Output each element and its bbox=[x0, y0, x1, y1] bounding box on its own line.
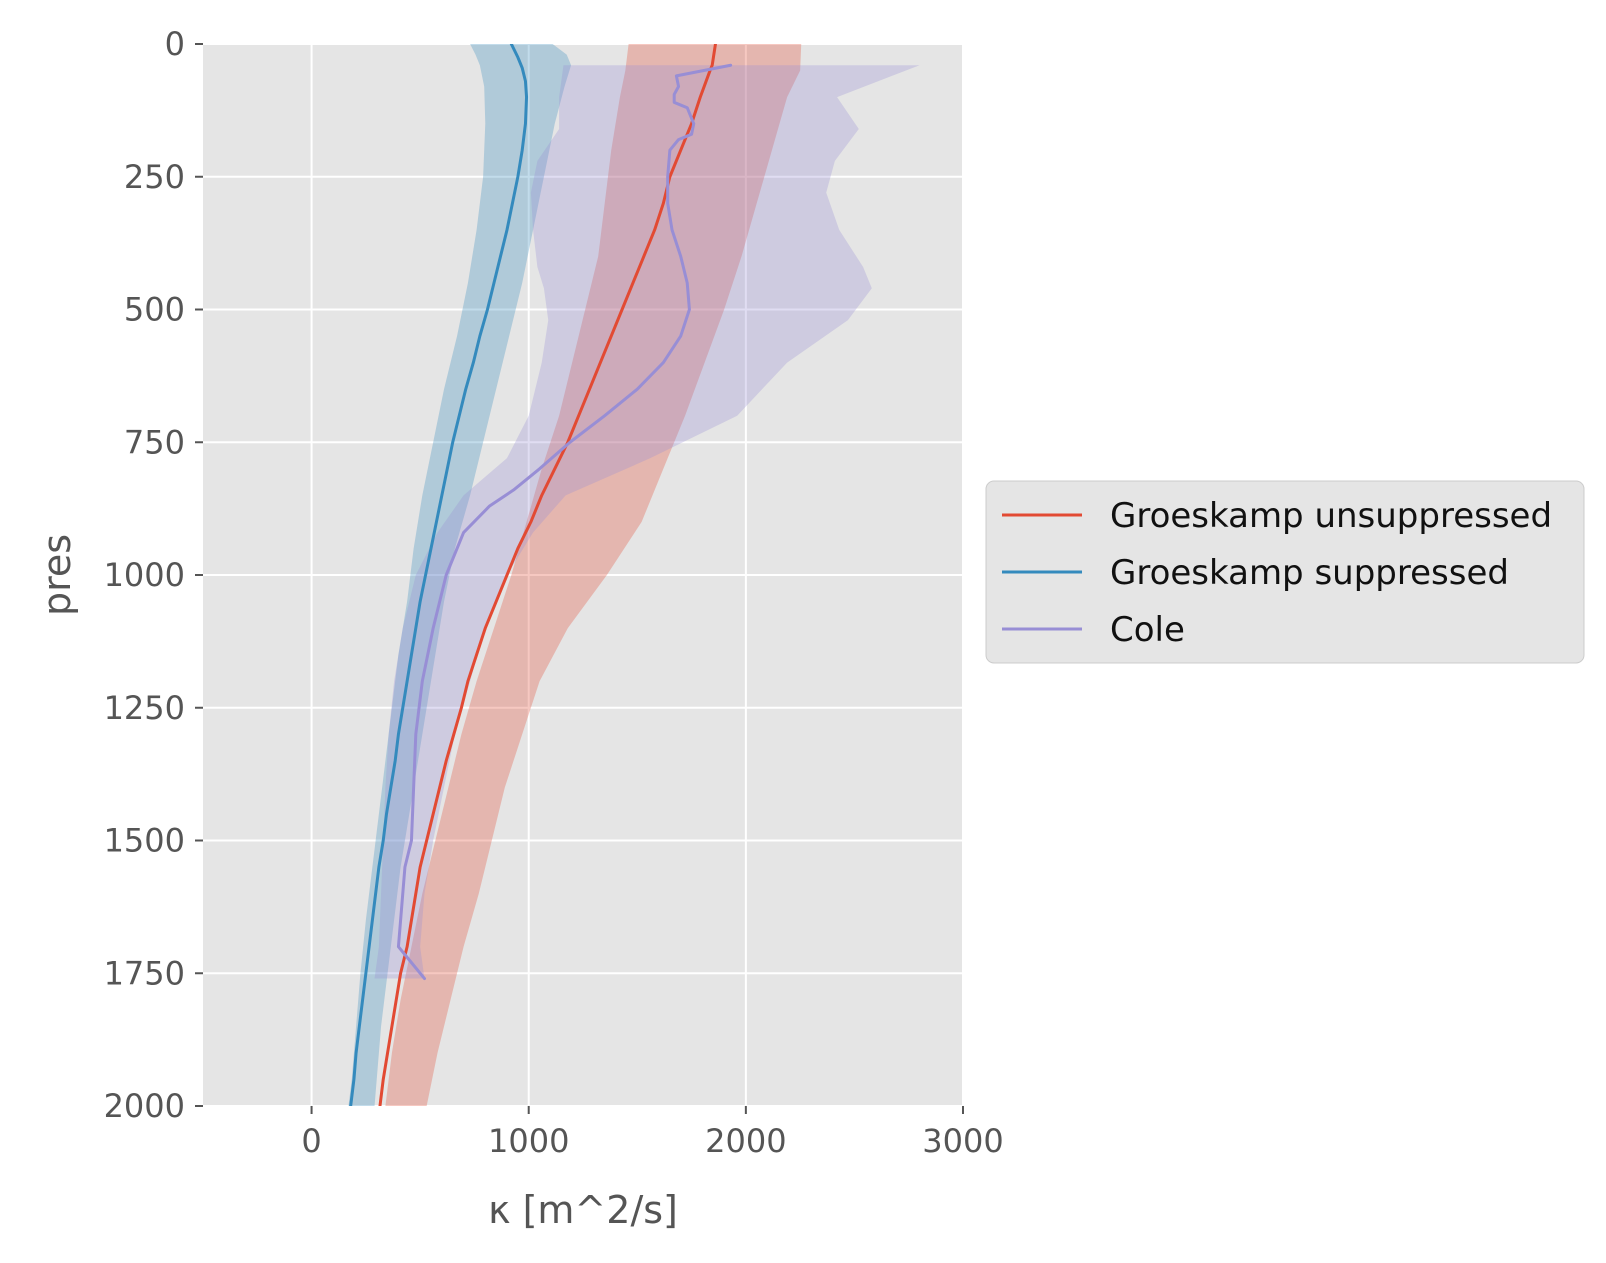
x-tick-label: 2000 bbox=[705, 1122, 786, 1160]
y-tick-label: 500 bbox=[124, 291, 185, 329]
y-tick-label: 0 bbox=[165, 25, 185, 63]
legend-background bbox=[985, 480, 1585, 664]
band-groeskamp-suppressed bbox=[348, 44, 572, 1106]
line-groeskamp-unsuppressed bbox=[378, 44, 717, 1106]
line-layer bbox=[349, 44, 733, 1106]
y-tick-label: 1250 bbox=[104, 689, 185, 727]
y-tick-label: 750 bbox=[124, 423, 185, 461]
line-groeskamp-suppressed bbox=[349, 44, 529, 1106]
band-cole bbox=[374, 65, 920, 979]
y-tick-label: 250 bbox=[124, 158, 185, 196]
legend-label-groeskamp-suppressed: Groeskamp suppressed bbox=[1110, 553, 1509, 593]
line-cole bbox=[396, 63, 733, 981]
x-axis-label: κ [m^2/s] bbox=[488, 1188, 678, 1232]
y-tick-label: 1000 bbox=[104, 556, 185, 594]
x-tick-label: 0 bbox=[301, 1122, 321, 1160]
tick-layer: 0 1000 2000 3000 0 250 500 750 1000 1250 1500 1750 2… bbox=[104, 25, 1004, 1160]
y-tick-label: 2000 bbox=[104, 1087, 185, 1125]
legend-label-cole: Cole bbox=[1110, 610, 1185, 650]
legend: Groeskamp unsuppressed Groeskamp suppres… bbox=[985, 480, 1585, 664]
legend-label-groeskamp-unsuppressed: Groeskamp unsuppressed bbox=[1110, 496, 1552, 536]
y-tick-label: 1750 bbox=[104, 954, 185, 992]
grid-layer bbox=[203, 43, 964, 1107]
y-axis-label: pres bbox=[35, 534, 79, 616]
y-tick-label: 1500 bbox=[104, 822, 185, 860]
x-tick-label: 1000 bbox=[488, 1122, 569, 1160]
band-layer bbox=[348, 44, 920, 1106]
band-groeskamp-unsuppressed bbox=[385, 44, 802, 1106]
x-tick-label: 3000 bbox=[922, 1122, 1003, 1160]
